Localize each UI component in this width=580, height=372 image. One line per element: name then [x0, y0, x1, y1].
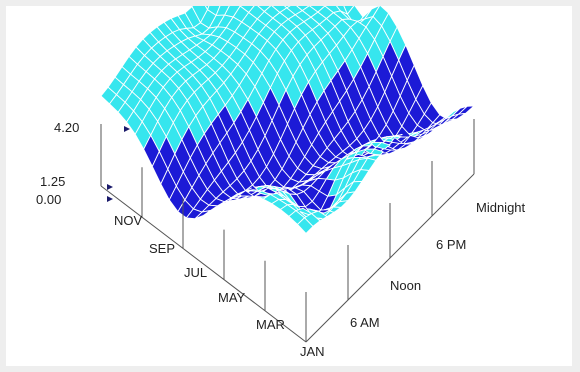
z-tick-label: 0.00: [36, 192, 61, 207]
x-tick-label: MAR: [256, 317, 285, 332]
y-tick-label: Noon: [390, 278, 421, 293]
y-tick-label: 6 PM: [436, 237, 466, 252]
x-axis-line: [100, 185, 307, 343]
surface-cell: [366, 154, 383, 158]
surface-plot: JAN MAR MAY JUL SEP NOV 6 AM Noon 6 PM M…: [36, 6, 526, 359]
z-tick-marker: [107, 184, 113, 190]
x-tick-label: MAY: [218, 290, 246, 305]
axis-lines: [100, 119, 475, 343]
x-tick-label: NOV: [114, 213, 143, 228]
z-tick-label: 4.20: [54, 120, 79, 135]
axis-labels: JAN MAR MAY JUL SEP NOV 6 AM Noon 6 PM M…: [36, 120, 526, 359]
y-tick-label: Midnight: [476, 200, 526, 215]
surface-cell: [296, 217, 314, 235]
y-tick-label: 6 AM: [350, 315, 380, 330]
x-tick-label: JUL: [184, 265, 207, 280]
z-tick-marker: [107, 196, 113, 202]
surface-cell: [185, 208, 203, 220]
plot-panel: JAN MAR MAY JUL SEP NOV 6 AM Noon 6 PM M…: [6, 6, 572, 366]
z-tick-label: 1.25: [40, 174, 65, 189]
surface-mesh: [100, 6, 476, 235]
x-tick-label: JAN: [300, 344, 325, 359]
z-tick-marker: [124, 126, 130, 132]
x-tick-label: SEP: [149, 241, 175, 256]
